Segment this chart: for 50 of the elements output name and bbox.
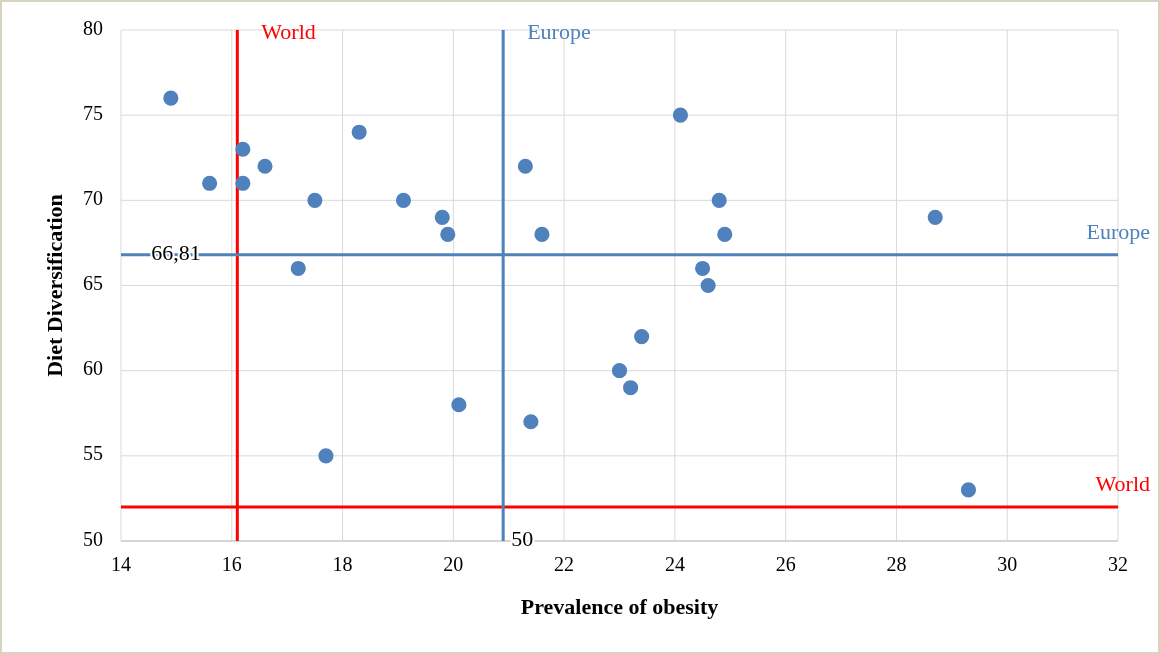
point xyxy=(257,158,273,174)
ref-line-label: Europe xyxy=(527,19,591,44)
point xyxy=(534,226,550,242)
y-tick-label: 60 xyxy=(83,357,103,380)
point xyxy=(202,175,218,191)
point xyxy=(634,329,650,345)
point xyxy=(695,260,711,277)
y-axis-title: Diet Diversification xyxy=(42,194,67,377)
y-tick-label: 80 xyxy=(83,16,103,39)
point xyxy=(395,192,412,208)
ref-line-label: Europe xyxy=(1086,218,1150,244)
x-tick-label: 24 xyxy=(664,553,685,575)
annotation: 50 xyxy=(511,526,534,552)
ref-line-label: World xyxy=(261,19,316,44)
point xyxy=(523,414,539,430)
x-tick-label: 20 xyxy=(443,553,464,575)
point xyxy=(623,380,639,396)
point xyxy=(318,448,334,464)
x-tick-label: 28 xyxy=(886,553,907,575)
point xyxy=(717,226,733,242)
x-tick-label: 26 xyxy=(775,553,796,575)
x-tick-label: 18 xyxy=(332,553,353,575)
y-tick-label: 75 xyxy=(83,101,103,124)
y-tick-label: 55 xyxy=(83,442,103,465)
point xyxy=(960,482,977,498)
y-tick-label: 70 xyxy=(83,186,103,209)
x-tick-label: 30 xyxy=(997,553,1018,575)
point xyxy=(672,107,688,123)
x-tick-label: 16 xyxy=(221,553,242,575)
ref-line-label: World xyxy=(1095,470,1150,496)
y-tick-label: 65 xyxy=(83,272,103,295)
point xyxy=(235,141,251,157)
x-tick-label: 22 xyxy=(554,553,575,575)
point xyxy=(163,90,179,106)
point xyxy=(711,192,727,208)
y-tick-label: 50 xyxy=(83,527,103,550)
point xyxy=(351,124,367,140)
point xyxy=(307,192,323,208)
x-tick-label: 14 xyxy=(111,553,131,575)
point xyxy=(440,226,456,242)
point xyxy=(451,397,467,413)
point xyxy=(611,363,628,379)
x-tick-label: 32 xyxy=(1108,553,1128,575)
point xyxy=(517,158,533,174)
point xyxy=(290,260,306,277)
point xyxy=(700,277,716,294)
point xyxy=(235,175,251,191)
point xyxy=(434,209,450,225)
x-axis-title: Prevalence of obesity xyxy=(520,594,719,619)
point xyxy=(927,209,943,225)
